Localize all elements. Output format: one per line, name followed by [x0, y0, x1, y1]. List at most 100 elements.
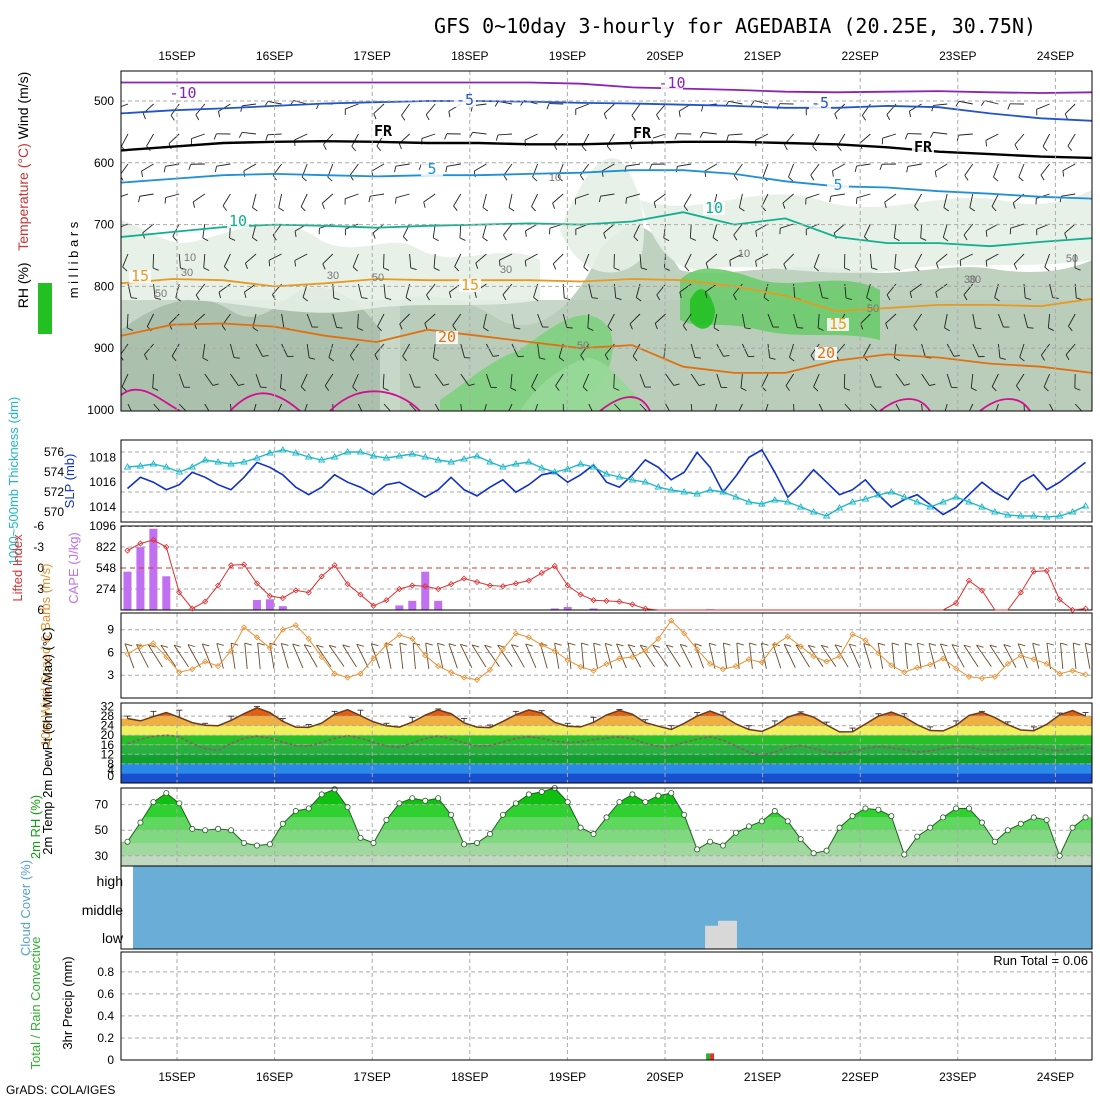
barb-flag: [301, 176, 307, 182]
barb-flag: [694, 357, 701, 359]
bottom-date-label: 17SEP: [354, 1070, 391, 1084]
thickness-point: [628, 476, 637, 483]
barb-flag: [944, 327, 950, 332]
rh-point: [370, 839, 377, 846]
temp-band: [121, 735, 1092, 745]
rh-point: [668, 790, 675, 797]
barb-staff: [497, 644, 513, 668]
barb-flag: [268, 260, 271, 267]
barb-flag: [963, 644, 972, 648]
lifted-point: [1082, 605, 1089, 612]
barb-staff: [142, 223, 154, 234]
wind-barb: [444, 133, 461, 140]
barb-flag: [448, 292, 452, 299]
barb-staff: [749, 643, 753, 669]
wind-barb: [459, 223, 466, 241]
wind-barb: [632, 343, 641, 362]
wind-barb: [368, 193, 385, 203]
barb-staff: [785, 373, 794, 386]
wind-speed-point: [1069, 667, 1076, 674]
barb-flag: [994, 417, 999, 421]
wind10m-barb: [244, 642, 252, 669]
barb-staff: [303, 644, 318, 668]
barb-staff: [1065, 343, 1076, 355]
wind-barb: [934, 163, 948, 178]
barb-staff: [939, 643, 951, 669]
barb-staff: [324, 373, 334, 386]
barb-staff: [230, 373, 239, 386]
rh-contour-label: 30: [500, 264, 512, 276]
barb-flag: [1019, 356, 1025, 362]
lifted-point: [344, 581, 351, 588]
barb-flag: [698, 383, 706, 387]
thickness-point: [537, 464, 546, 471]
bottom-date-label: 18SEP: [451, 1070, 488, 1084]
barb-staff: [426, 283, 436, 296]
barb-flag: [666, 644, 674, 648]
barb-staff: [907, 163, 922, 167]
barb-staff: [165, 193, 180, 199]
wind-barb: [301, 163, 308, 182]
barb-flag: [940, 643, 948, 647]
barb-staff: [124, 643, 135, 669]
barb-staff: [531, 373, 539, 387]
rh-point: [707, 838, 714, 845]
barb-staff: [946, 373, 952, 388]
wind-barb: [178, 253, 187, 271]
barb-flag: [624, 412, 630, 414]
barb-staff: [1068, 313, 1076, 327]
barb-staff: [914, 193, 922, 207]
wind-barb: [537, 313, 549, 328]
rh-region: [520, 358, 640, 411]
barb-staff: [482, 223, 487, 238]
barb-flag: [821, 644, 829, 648]
temp-band: [121, 716, 1092, 726]
barb-flag: [218, 111, 221, 118]
barb-flag: [433, 237, 439, 242]
barb-staff: [168, 133, 180, 144]
wind10m-barb: [783, 643, 796, 668]
temp-tick-label: 32: [101, 700, 115, 714]
barb-staff: [425, 103, 436, 116]
pressure-tick-label: 700: [94, 218, 114, 232]
barb-staff: [482, 193, 487, 208]
barb-staff: [783, 253, 794, 265]
barb-flag: [930, 132, 934, 138]
wind-speed-point: [952, 665, 960, 672]
barb-flag: [502, 294, 507, 301]
barb-staff: [255, 343, 263, 357]
barb-flag: [678, 111, 681, 118]
barb-flag: [336, 327, 343, 329]
wind-tick-label: 3: [107, 668, 114, 682]
barb-staff: [728, 100, 743, 105]
wind-barb: [280, 373, 287, 391]
barb-flag: [603, 113, 607, 120]
thickness-point: [576, 460, 585, 467]
barb-staff: [203, 253, 206, 268]
barb-flag: [195, 294, 200, 301]
barb-staff: [204, 403, 210, 411]
wind-barb: [583, 253, 590, 272]
wind-barb: [894, 253, 901, 271]
wind-barb: [716, 343, 730, 357]
barb-flag: [552, 263, 557, 270]
wind-barb: [946, 343, 960, 357]
wind10m-barb: [173, 644, 189, 668]
wind10m-barb: [471, 644, 487, 668]
thickness-point: [745, 498, 753, 505]
isotherm-15: [121, 278, 1092, 313]
rh-point: [357, 834, 364, 841]
barb-flag: [281, 643, 289, 646]
barb-staff: [936, 253, 948, 264]
thickness-point: [253, 454, 261, 461]
wind10m-barb: [848, 643, 861, 669]
barb-flag: [733, 175, 738, 181]
wind-barb: [153, 403, 161, 411]
barb-flag: [886, 114, 891, 121]
temp-tick-label-small: 4: [107, 763, 114, 777]
barb-flag: [163, 166, 166, 173]
wind-barb: [582, 373, 590, 392]
barb-staff: [537, 343, 540, 358]
wind10m-barb: [257, 642, 265, 669]
lifted-point: [1030, 568, 1037, 575]
